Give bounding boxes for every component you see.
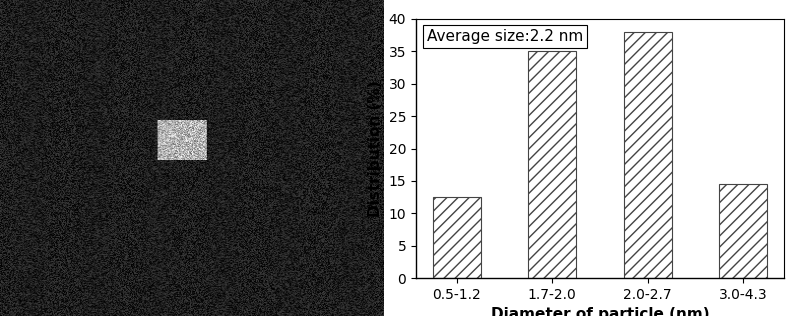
Bar: [624, 32, 672, 278]
Bar: [719, 184, 767, 278]
Y-axis label: Distribution (%): Distribution (%): [368, 80, 383, 217]
X-axis label: Diameter of particle (nm): Diameter of particle (nm): [490, 307, 710, 316]
Text: Average size:2.2 nm: Average size:2.2 nm: [427, 29, 583, 44]
Bar: [528, 52, 576, 278]
Bar: [433, 197, 481, 278]
